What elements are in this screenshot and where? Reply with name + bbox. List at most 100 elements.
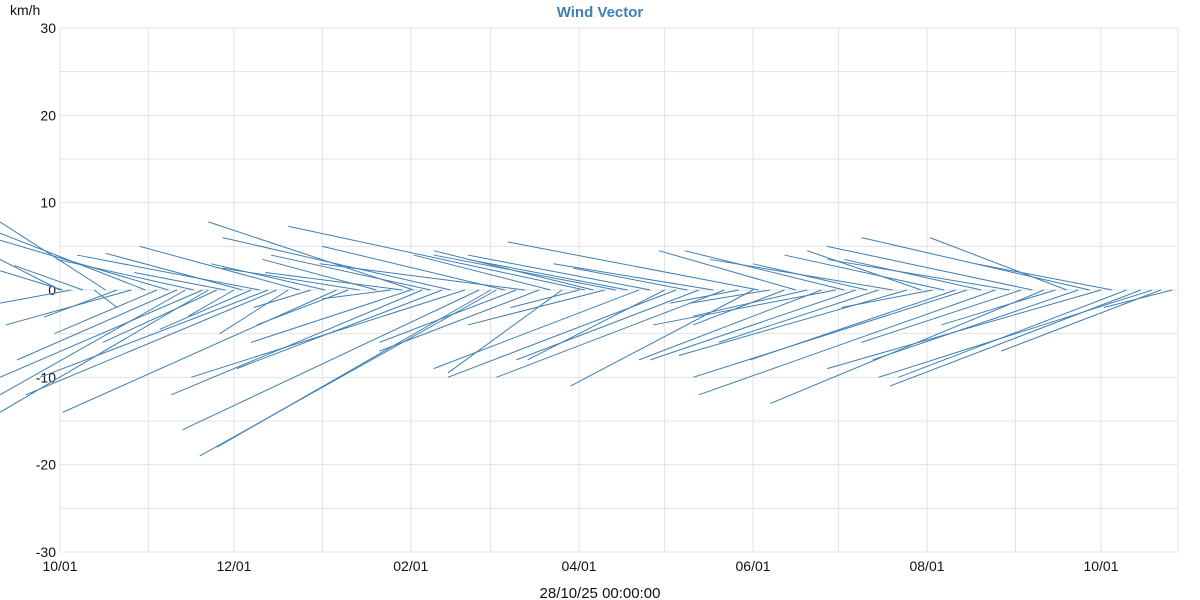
wind-vector-line xyxy=(670,289,739,304)
y-tick-label: 30 xyxy=(40,20,56,36)
wind-vector-line xyxy=(236,289,443,370)
wind-vector-line xyxy=(841,289,933,308)
wind-vector-line xyxy=(102,289,218,343)
wind-vector-line xyxy=(507,241,759,291)
wind-vector-line xyxy=(527,289,665,361)
wind-vector-line xyxy=(0,270,63,291)
wind-vector-line xyxy=(898,289,1127,378)
wind-vector-line xyxy=(270,254,431,291)
wind-vector-line xyxy=(1103,289,1173,308)
wind-vector-line xyxy=(827,289,1102,370)
wind-vector-line xyxy=(718,289,879,343)
y-tick-label: 10 xyxy=(40,195,56,211)
wind-vector-line xyxy=(929,237,1067,291)
wind-vector-line xyxy=(693,289,808,317)
y-tick-label: 20 xyxy=(40,107,56,123)
chart-title: Wind Vector xyxy=(557,4,644,21)
wind-vector-line xyxy=(222,267,360,291)
wind-vector-line xyxy=(0,289,72,304)
wind-vector-line xyxy=(0,258,61,291)
wind-vector-line xyxy=(253,289,312,308)
wind-vector-line xyxy=(698,289,996,396)
wind-vector-line xyxy=(769,289,1045,404)
wind-vector-line xyxy=(447,289,563,374)
wind-vector-line xyxy=(5,289,132,326)
wind-vector-line xyxy=(553,263,714,291)
y-tick-label: -30 xyxy=(36,544,56,560)
wind-vector-line xyxy=(0,289,186,396)
wind-vector-line xyxy=(467,289,605,326)
wind-vector-line xyxy=(319,263,525,291)
wind-vector-line xyxy=(188,289,235,317)
wind-vector-line xyxy=(573,267,688,291)
wind-vector-line xyxy=(975,263,1113,291)
wind-vector-line xyxy=(710,258,893,291)
wind-vector-line xyxy=(650,289,856,361)
wind-vector-line xyxy=(752,263,868,291)
wind-vector-line xyxy=(256,289,349,326)
y-tick-label: 0 xyxy=(48,282,56,298)
grid-lines xyxy=(59,27,1179,553)
wind-vector-line xyxy=(134,272,226,291)
wind-vector-line xyxy=(199,289,497,457)
wind-vector-line xyxy=(211,263,326,291)
y-tick-label: -20 xyxy=(36,457,56,473)
wind-vector-line xyxy=(844,258,982,291)
y-axis-unit-label: km/h xyxy=(10,2,40,18)
wind-vector-line xyxy=(827,245,1033,291)
x-tick-label: 06/01 xyxy=(736,558,771,574)
wind-vector-line xyxy=(447,289,677,378)
x-tick-label: 08/01 xyxy=(909,558,944,574)
wind-vector-line xyxy=(379,289,540,352)
wind-vector-line xyxy=(39,289,269,378)
wind-vector-line xyxy=(467,254,651,291)
wind-vector-line xyxy=(191,289,466,378)
wind-vector-line xyxy=(379,289,517,343)
wind-vector-line xyxy=(516,289,700,361)
wind-vector-line xyxy=(807,250,922,291)
wind-vector-line xyxy=(222,237,451,291)
wind-vector-line xyxy=(139,245,300,291)
wind-vector-line xyxy=(105,252,243,291)
wind-vector-line xyxy=(250,289,411,343)
x-tick-label: 12/01 xyxy=(216,558,251,574)
wind-vector-line xyxy=(171,289,423,396)
wind-vector-line xyxy=(861,289,1022,343)
wind-vector-line xyxy=(510,289,580,308)
x-tick-label: 04/01 xyxy=(562,558,597,574)
wind-vector-line xyxy=(941,289,1056,326)
wind-vector-line xyxy=(467,258,628,291)
wind-vector-line xyxy=(93,289,118,308)
wind-vector-line xyxy=(690,289,771,304)
wind-vector-line xyxy=(433,254,617,291)
wind-vector-line xyxy=(322,245,506,291)
wind-vector-line xyxy=(25,289,277,396)
x-tick-label: 10/01 xyxy=(1083,558,1118,574)
wind-vector-line xyxy=(433,289,640,370)
wind-vector-line xyxy=(413,254,551,291)
x-tick-label: 10/01 xyxy=(42,558,77,574)
wind-vector-line xyxy=(693,289,968,378)
wind-vector-line xyxy=(159,289,252,330)
timestamp-label: 28/10/25 00:00:00 xyxy=(540,585,661,600)
wind-vector-line xyxy=(14,265,83,291)
wind-vector-line xyxy=(57,258,195,291)
wind-vector-line xyxy=(878,289,1153,378)
wind-vector-line xyxy=(288,225,585,291)
wind-vector-line xyxy=(77,254,260,291)
wind-vector-line xyxy=(653,289,836,326)
wind-vector-line xyxy=(889,289,1142,387)
wind-vector-line xyxy=(54,289,158,335)
x-axis-ticks: 10/01 12/01 02/01 04/01 06/01 08/01 10/01 xyxy=(42,558,1118,574)
wind-vectors xyxy=(0,221,1173,457)
wind-vector-line xyxy=(62,289,337,413)
wind-vector-line xyxy=(262,258,377,291)
x-tick-label: 02/01 xyxy=(393,558,428,574)
wind-vector-line xyxy=(678,289,908,356)
wind-vector-line xyxy=(219,289,289,335)
wind-vector-line xyxy=(570,289,754,387)
wind-vector-line xyxy=(265,272,403,291)
wind-vector-line xyxy=(658,250,796,291)
